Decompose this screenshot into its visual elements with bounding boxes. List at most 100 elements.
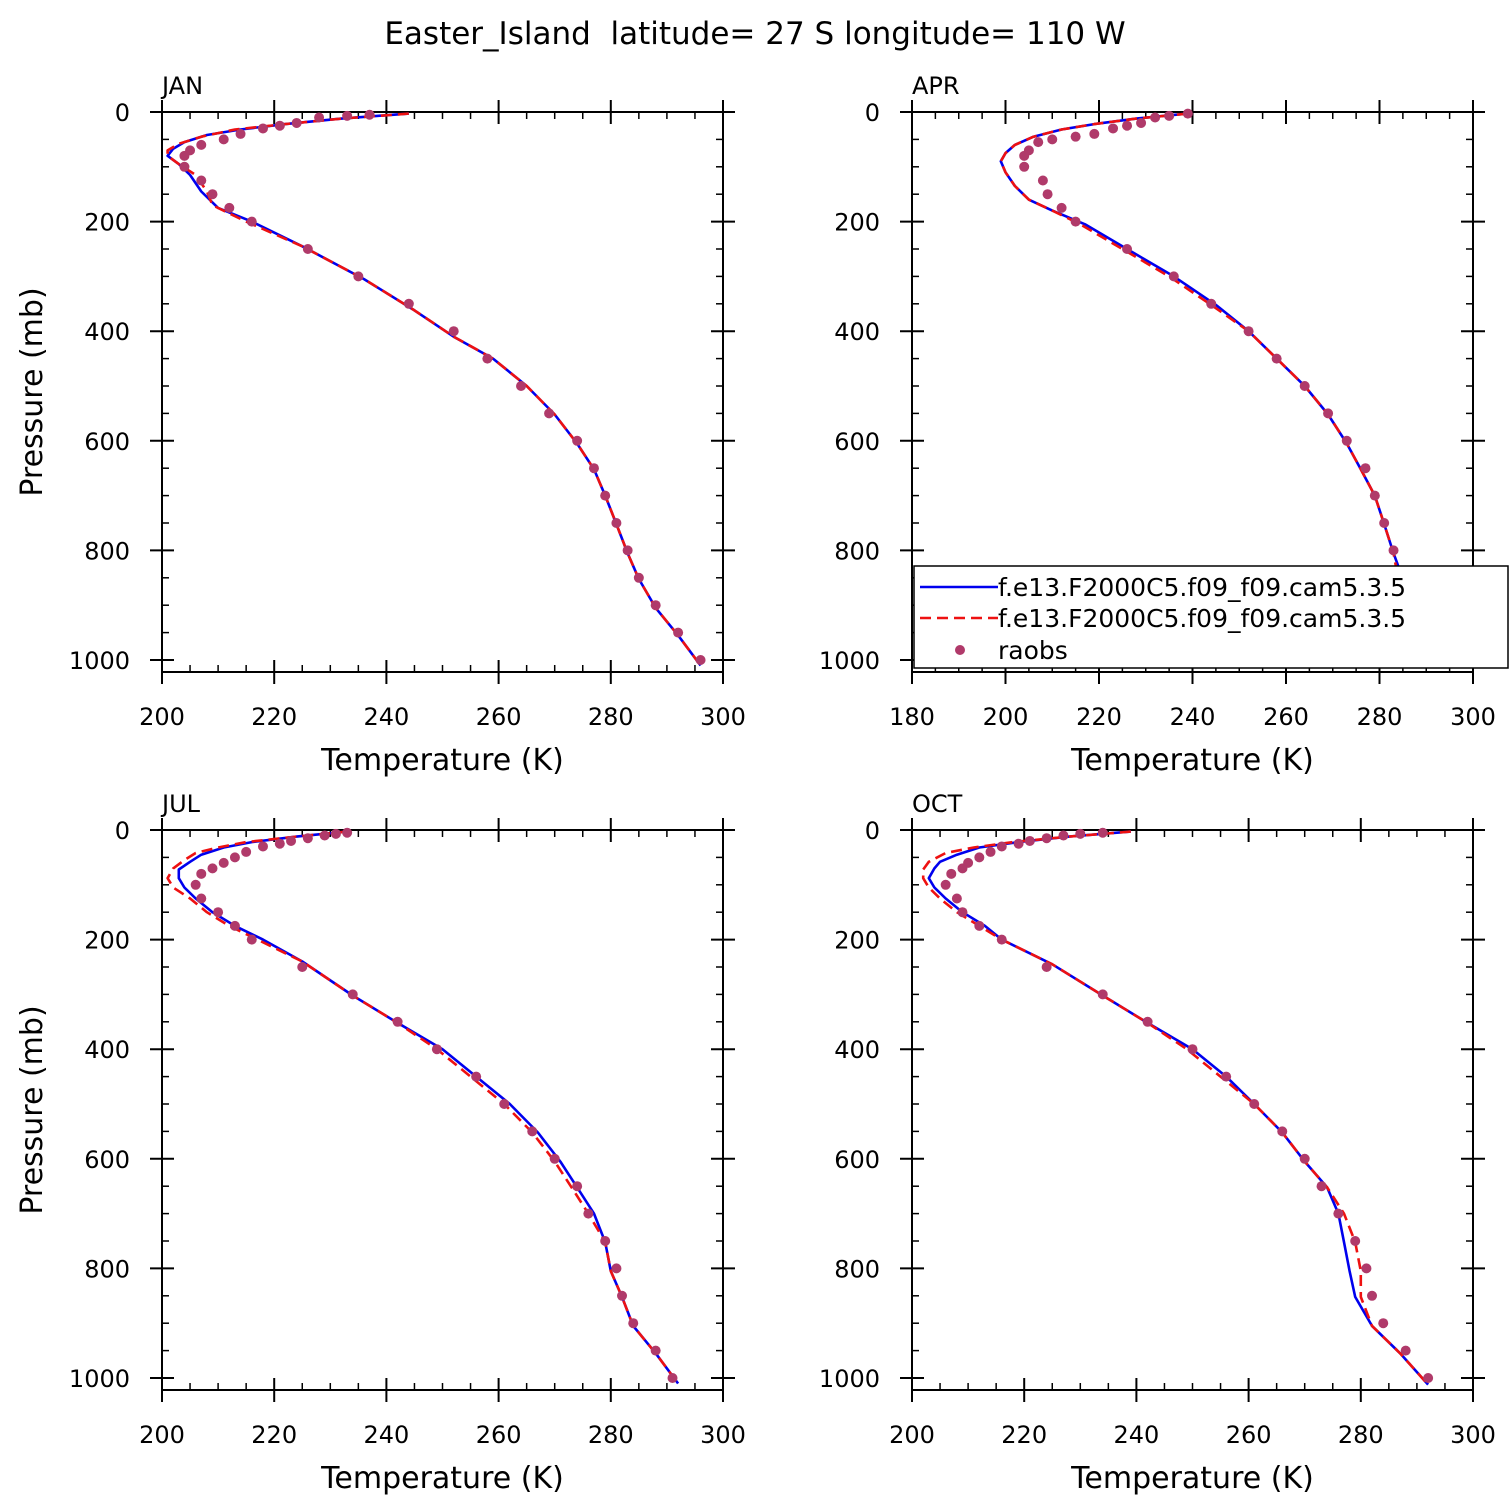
raobs-point [1164,110,1175,121]
x-tick-label: 280 [588,1421,634,1449]
raobs-point [482,353,493,364]
y-tick-label: 1000 [819,1365,880,1393]
raobs-point [213,907,224,918]
model-line-dashed [999,112,1451,663]
raobs-point [1033,137,1044,148]
y-tick-label: 600 [84,428,130,456]
raobs-point [617,1290,628,1301]
x-tick-label: 220 [251,703,297,731]
raobs-point [218,134,229,145]
raobs-point [1056,202,1067,213]
raobs-point [471,1071,482,1082]
x-tick-label: 300 [700,703,746,731]
x-tick-label: 280 [1338,1421,1384,1449]
x-axis-label: Temperature (K) [1070,743,1314,778]
raobs-point [179,161,190,172]
series-group [166,109,706,667]
y-tick-label: 600 [834,1146,880,1174]
raobs-point [1013,838,1024,849]
raobs-point [1378,1318,1389,1329]
x-tick-label: 240 [363,1421,409,1449]
x-tick-label: 260 [476,1421,522,1449]
panel-jul: 0 200 400 600 800 1000 200 220 240 260 280 300 JUL Te… [15,790,746,1496]
raobs-point [1299,1153,1310,1164]
plot-frame [911,829,1474,1391]
raobs-point [297,962,308,972]
y-tick-label: 200 [834,927,880,955]
raobs-point [179,150,190,161]
raobs-point [190,879,201,890]
raobs-point [611,1263,622,1274]
raobs-point [1341,435,1352,446]
raobs-point [274,838,285,849]
figure-title: Easter_Island latitude= 27 S longitude= … [384,16,1125,52]
raobs-point [1277,1126,1288,1137]
y-tick-label: 0 [865,817,880,845]
raobs-point [1388,545,1399,556]
raobs-point [241,846,252,857]
y-tick-label: 800 [834,537,880,565]
raobs-point [1323,408,1334,419]
raobs-point [229,920,240,931]
raobs-point [319,830,330,841]
raobs-point [274,120,285,131]
panel-label: JUL [160,790,201,818]
panel-label: OCT [912,790,963,818]
raobs-point [1187,1044,1198,1055]
raobs-point [957,863,968,874]
raobs-point [229,852,240,863]
raobs-point [235,128,246,139]
raobs-point [353,271,364,282]
model-line-dashed [166,830,680,1385]
x-tick-label: 260 [476,703,522,731]
raobs-point [650,600,661,611]
x-tick-label: 180 [889,703,935,731]
raobs-point [1041,962,1052,972]
y-tick-label: 1000 [69,1365,130,1393]
y-tick-label: 0 [115,817,130,845]
x-tick-label: 300 [700,1421,746,1449]
raobs-point [342,110,353,121]
raobs-point [1423,1373,1434,1383]
raobs-point [196,139,207,150]
raobs-point [1019,150,1030,161]
raobs-point [499,1099,510,1109]
raobs-point [996,841,1007,852]
raobs-point [572,1181,583,1192]
y-axis-label: Pressure (mb) [15,1005,50,1214]
raobs-point [1316,1181,1327,1192]
raobs-point [946,868,957,879]
raobs-point [1108,123,1119,134]
raobs-point [392,1016,403,1027]
raobs-point [695,655,706,665]
raobs-point [364,109,375,120]
x-tick-label: 280 [1357,703,1403,731]
legend: f.e13.F2000C5.f09_f09.cam5.3.5f.e13.F200… [913,565,1509,669]
raobs-point [302,244,313,254]
raobs-point [1089,128,1100,139]
raobs-point [330,828,341,839]
raobs-point [600,490,611,501]
raobs-point [257,123,268,134]
y-tick-label: 400 [84,318,130,346]
legend-entry-label: raobs [998,636,1068,665]
raobs-point [572,435,583,446]
y-tick-label: 400 [834,1036,880,1064]
raobs-point [257,841,268,852]
raobs-point [673,627,684,638]
raobs-point [1037,175,1048,186]
raobs-point [1097,827,1108,838]
raobs-point [1097,989,1108,1000]
x-axis-label: Temperature (K) [320,1461,564,1496]
x-axis-label: Temperature (K) [320,743,564,778]
raobs-point [996,934,1007,945]
raobs-point [974,852,985,863]
x-tick-label: 200 [889,1421,935,1449]
raobs-point [1182,108,1193,119]
y-tick-label: 1000 [69,647,130,675]
raobs-point [403,298,414,309]
raobs-point [1142,1016,1153,1027]
raobs-point [588,463,599,474]
raobs-point [974,920,985,931]
